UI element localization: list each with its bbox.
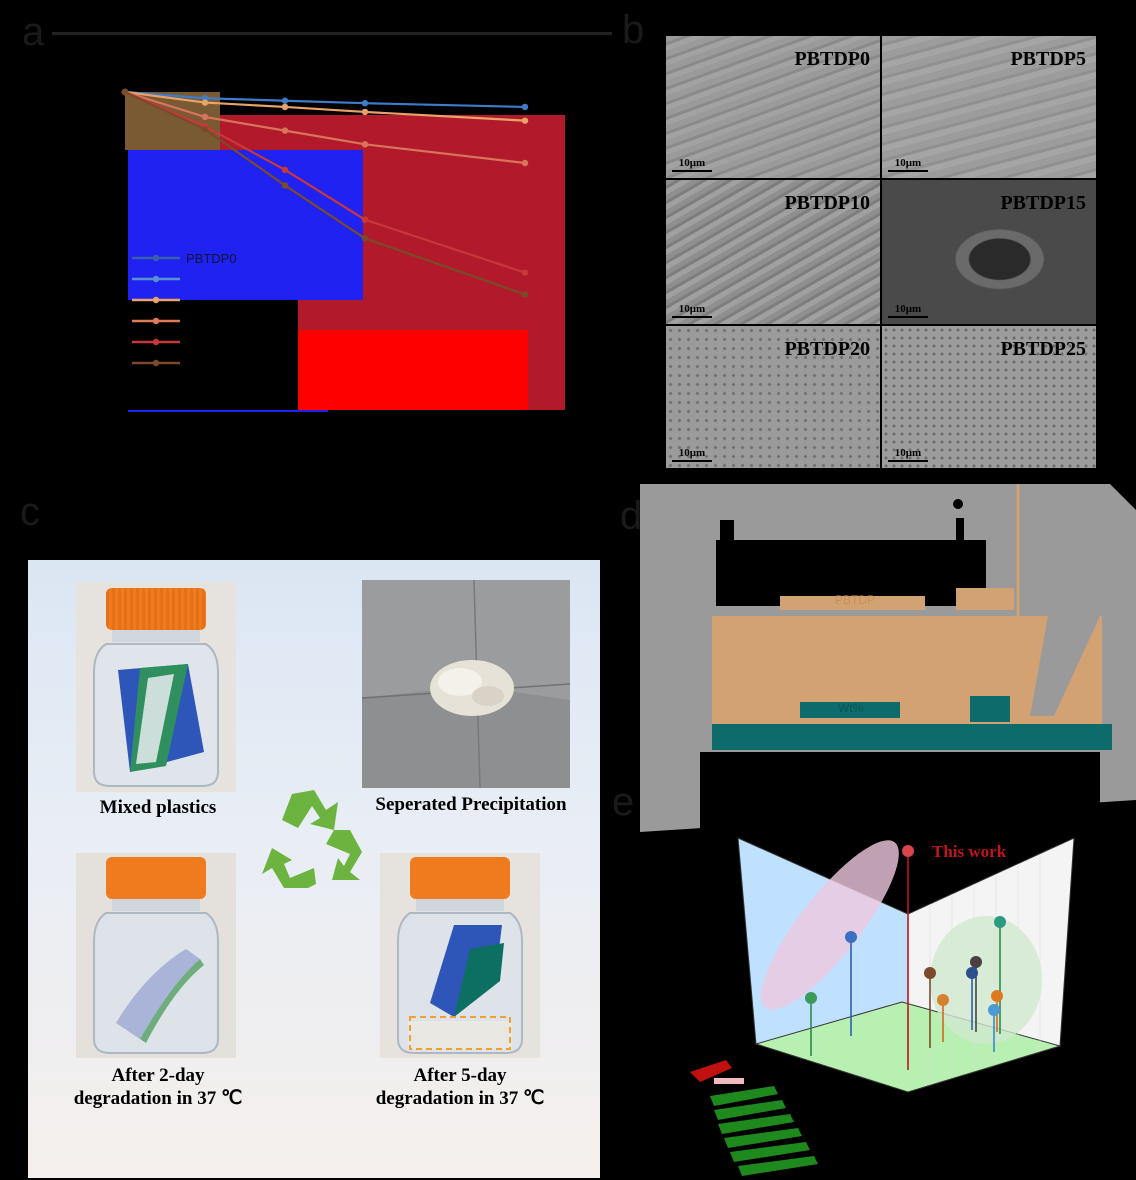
data-point <box>361 216 369 223</box>
data-point <box>281 97 289 104</box>
data-point <box>361 235 369 242</box>
sem-label: PBTDP10 <box>784 192 870 214</box>
panel-letter-a: a <box>22 10 45 54</box>
legend-marker <box>152 254 160 262</box>
data-point <box>201 126 209 133</box>
caption-mixed-plastics: Mixed plastics <box>99 797 217 818</box>
legend-marker <box>152 359 160 367</box>
sem-label: PBTDP15 <box>1000 192 1086 214</box>
panel-d: PBTDP Wt% <box>640 470 1136 832</box>
data-point <box>121 88 129 96</box>
caption-after-2-day: After 2-day degradation in 37 ℃ <box>73 1065 243 1110</box>
legend-marker <box>152 338 160 346</box>
jar-photo-mixed <box>76 582 236 792</box>
legend-marker <box>152 317 160 325</box>
panel-b-sem-grid: PBTDP0 10μm PBTDP5 10μm PBTDP10 10μm PBT… <box>666 36 1096 468</box>
data-point <box>521 117 529 124</box>
sem-image: PBTDP10 10μm <box>666 180 880 324</box>
recycle-icon <box>262 790 362 888</box>
data-point <box>281 166 289 174</box>
caption-separated-precipitation: Seperated Precipitation <box>375 794 567 815</box>
data-point <box>521 269 529 276</box>
sem-image: PBTDP25 10μm <box>882 326 1096 468</box>
data-point <box>521 291 529 298</box>
sem-image: PBTDP0 10μm <box>666 36 880 178</box>
data-point <box>201 99 209 106</box>
jar-photo-2day <box>76 853 236 1058</box>
scale-bar: 10μm <box>888 303 928 318</box>
panel-letter-d: d <box>620 494 643 538</box>
panel-letter-e: e <box>612 780 635 824</box>
legend-label: PBTDP0 <box>186 251 237 266</box>
sem-image: PBTDP15 10μm <box>882 180 1096 324</box>
panel-c-photos: Mixed plastics Seperated Precipitation <box>28 560 600 1178</box>
panel-e-3d-chart: This work <box>690 837 1075 1176</box>
legend-marker <box>152 275 160 283</box>
sem-image: PBTDP20 10μm <box>666 326 880 468</box>
panel-a-blue-overlay <box>128 150 363 300</box>
caption-after-5-day: After 5-day degradation in 37 ℃ <box>375 1065 545 1110</box>
sem-label: PBTDP20 <box>784 338 870 360</box>
panel-a-bright-red-block <box>298 330 528 410</box>
data-point <box>281 127 289 134</box>
pink-ellipse <box>761 840 899 1010</box>
data-point <box>281 182 289 189</box>
panel-d-label-wt: Wt% <box>838 701 864 715</box>
data-point <box>201 113 209 121</box>
data-point <box>281 103 289 111</box>
panel-a-chart: PBTDP0 <box>52 32 612 412</box>
scale-bar: 10μm <box>672 447 712 462</box>
data-point <box>521 103 529 111</box>
green-ellipse <box>930 916 1042 1044</box>
panel-a-top-bar <box>52 32 612 35</box>
jar-photo-5day <box>380 853 540 1058</box>
data-point <box>361 108 369 116</box>
scale-bar: 10μm <box>888 447 928 462</box>
panel-letter-b: b <box>622 8 645 52</box>
scale-bar: 10μm <box>672 303 712 318</box>
panel-a-black-block <box>128 300 298 410</box>
legend-marker <box>152 296 160 304</box>
scale-bar: 10μm <box>888 157 928 172</box>
this-work-label: This work <box>932 842 1007 861</box>
sem-label: PBTDP5 <box>1010 48 1086 70</box>
data-point <box>521 159 529 167</box>
highlight-box <box>409 1016 511 1050</box>
scale-bar: 10μm <box>672 157 712 172</box>
sem-label: PBTDP25 <box>1000 338 1086 360</box>
data-point <box>361 141 369 148</box>
panel-d-label-pbtdp: PBTDP <box>835 593 876 607</box>
sem-label: PBTDP0 <box>794 48 870 70</box>
precipitation-photo <box>362 580 570 788</box>
panel-letter-c: c <box>20 490 40 534</box>
data-point <box>361 100 369 107</box>
sem-image: PBTDP5 10μm <box>882 36 1096 178</box>
